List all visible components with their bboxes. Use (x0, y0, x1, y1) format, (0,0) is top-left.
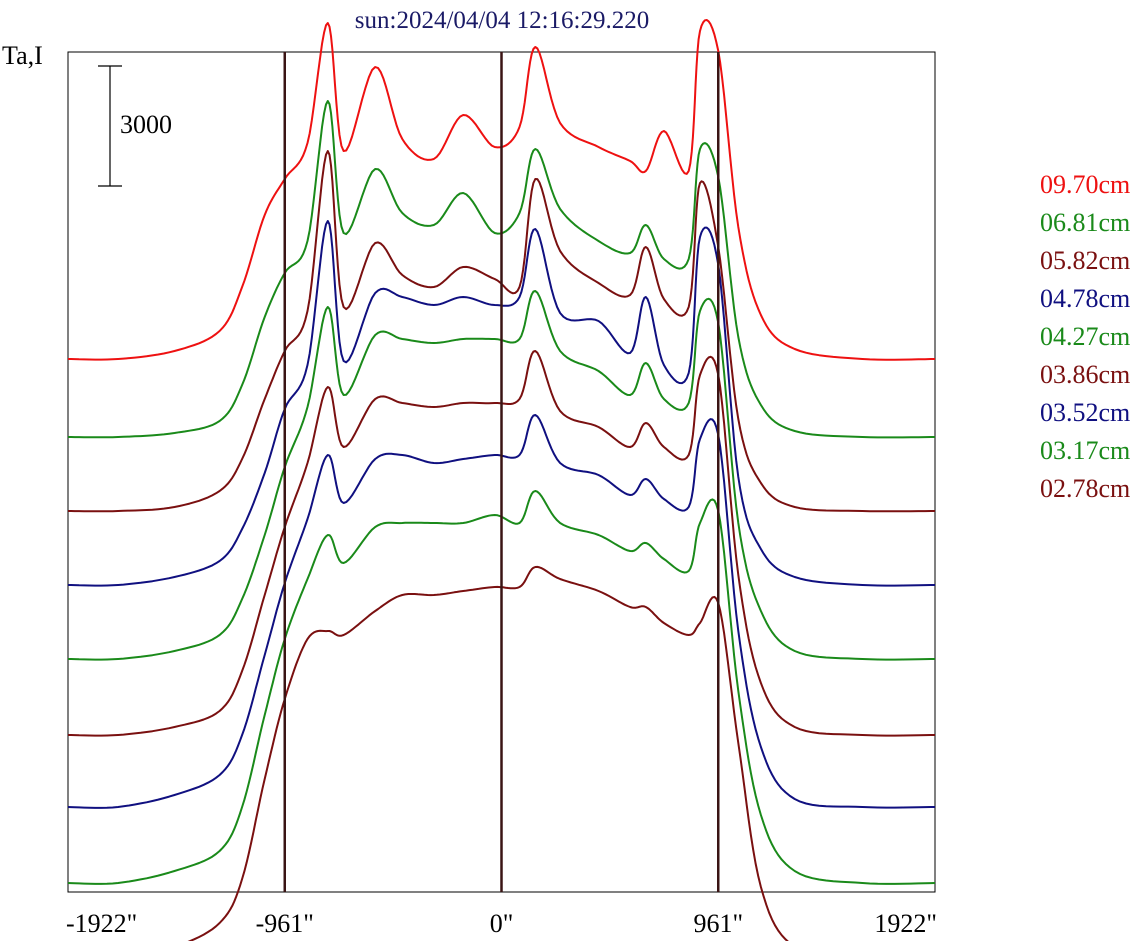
y-axis-label: Ta,I (2, 41, 43, 70)
legend-entry: 06.81cm (1040, 208, 1130, 237)
series-line-04.27cm (68, 290, 935, 661)
vertical-lines (283, 52, 720, 892)
x-tick-label: -1922" (66, 909, 137, 938)
x-tick-label: 0" (490, 909, 514, 938)
x-tick-labels: -1922" -961" 0" 961" 1922" (66, 909, 937, 938)
x-tick-label: 1922" (874, 909, 937, 938)
series-line-03.52cm (67, 414, 935, 809)
legend-entry: 03.52cm (1040, 398, 1130, 427)
legend: 09.70cm 06.81cm 05.82cm 04.78cm 04.27cm 03.86… (1040, 170, 1130, 503)
series-line-03.17cm (67, 490, 936, 885)
legend-entry: 04.78cm (1040, 284, 1130, 313)
x-tick-label: 961" (693, 909, 743, 938)
chart-title: sun:2024/04/04 12:16:29.220 (355, 7, 649, 34)
legend-entry: 03.86cm (1040, 360, 1130, 389)
series-line-09.70cm (68, 19, 935, 361)
series-line-04.78cm (68, 220, 935, 587)
legend-entry: 04.27cm (1040, 322, 1130, 351)
series-line-03.86cm (68, 350, 935, 737)
scale-bar: 3000 (98, 65, 172, 187)
legend-entry: 05.82cm (1040, 246, 1130, 275)
series-line-06.81cm (68, 100, 935, 439)
legend-entry: 03.17cm (1040, 436, 1130, 465)
x-tick-label: -961" (256, 909, 314, 938)
legend-entry: 09.70cm (1040, 170, 1130, 199)
series-line-02.78cm (187, 565, 789, 941)
series-group (67, 19, 936, 941)
legend-entry: 02.78cm (1040, 474, 1130, 503)
series-line-05.82cm (68, 150, 935, 513)
scale-bar-label: 3000 (120, 110, 172, 139)
